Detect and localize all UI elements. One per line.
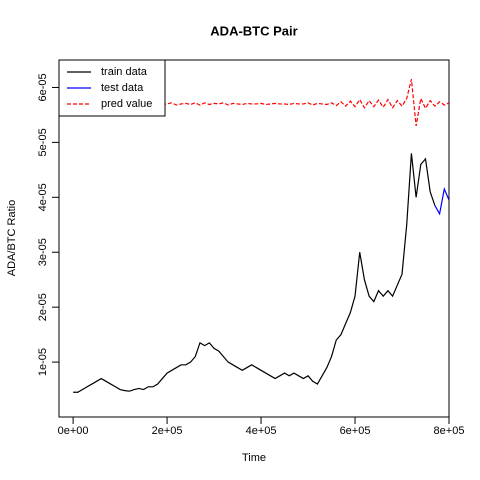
line-series	[73, 153, 436, 393]
legend-label: pred value	[101, 98, 152, 110]
line-series	[96, 79, 449, 127]
y-tick-label: 3e-05	[37, 238, 49, 266]
x-tick-label: 4e+05	[246, 425, 277, 437]
x-tick-label: 2e+05	[152, 425, 183, 437]
y-axis-label: ADA/BTC Ratio	[6, 200, 18, 276]
line-series	[434, 187, 449, 216]
plot-frame	[58, 59, 450, 418]
x-tick-label: 8e+05	[434, 425, 465, 437]
y-tick-label: 1e-05	[37, 348, 49, 376]
x-axis-label: Time	[242, 452, 266, 464]
y-tick-label: 5e-05	[37, 128, 49, 156]
y-tick-label: 2e-05	[37, 293, 49, 321]
legend-box	[58, 59, 166, 117]
y-tick-label: 4e-05	[37, 183, 49, 211]
x-tick-label: 0e+00	[58, 425, 89, 437]
chart-title: ADA-BTC Pair	[210, 23, 297, 38]
legend-label: train data	[101, 66, 148, 78]
legend-label: test data	[101, 82, 144, 94]
y-tick-label: 6e-05	[37, 73, 49, 101]
x-tick-label: 6e+05	[340, 425, 371, 437]
